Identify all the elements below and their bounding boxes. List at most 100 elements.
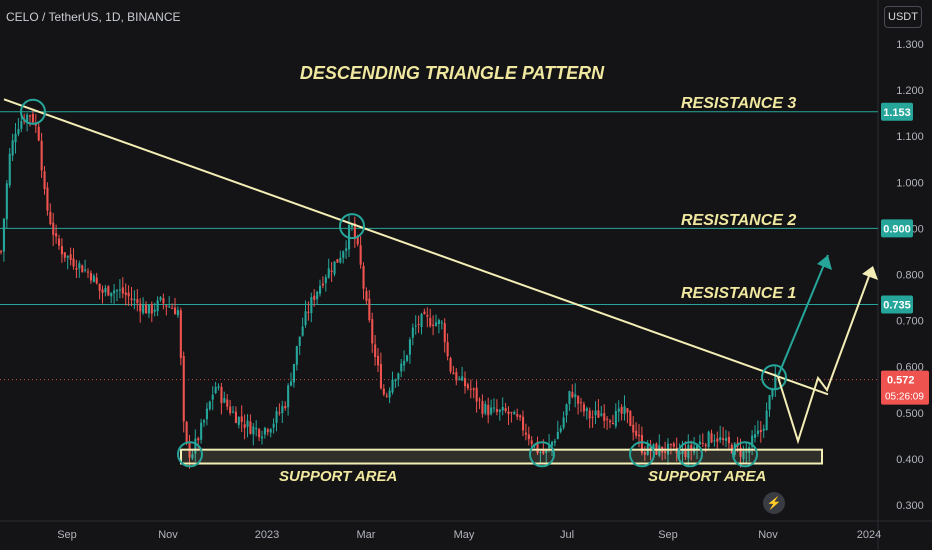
candle-body <box>211 394 214 400</box>
x-tick-label: Sep <box>57 529 77 541</box>
candle-body <box>382 388 385 395</box>
candle-body <box>707 431 710 448</box>
candle-body <box>522 416 525 431</box>
retest-arrow <box>777 267 873 445</box>
candle-body <box>461 376 464 381</box>
touch-point-circle <box>20 98 46 125</box>
candle-body <box>530 440 533 445</box>
candle-body <box>672 443 675 447</box>
candle-body <box>313 295 316 300</box>
candle-body <box>429 317 432 327</box>
candle-body <box>145 304 148 314</box>
candle-body <box>606 418 609 420</box>
candle-body <box>147 304 150 314</box>
candle-body <box>185 421 188 443</box>
candle-body <box>234 411 237 424</box>
candle-body <box>298 336 301 346</box>
candle-body <box>223 397 226 403</box>
candle-body <box>26 114 29 123</box>
candle-body <box>551 441 554 446</box>
candle-body <box>287 385 290 408</box>
candle-body <box>49 211 52 224</box>
candle-body <box>597 410 600 418</box>
candle-body <box>394 379 397 382</box>
level-price-text: 0.735 <box>883 299 911 311</box>
x-tick-label: Jul <box>560 529 574 541</box>
candle-body <box>40 140 43 171</box>
candle-body <box>292 363 295 383</box>
candle-body <box>591 416 594 418</box>
candle-body <box>426 315 429 317</box>
candle-body <box>263 427 266 435</box>
y-tick-label: 0.400 <box>896 454 924 466</box>
candle-body <box>72 258 75 267</box>
y-tick-label: 0.800 <box>896 270 924 282</box>
candle-body <box>443 323 446 343</box>
candle-body <box>104 287 107 293</box>
candle-body <box>356 237 359 245</box>
candle-body <box>284 406 287 409</box>
pattern-title: DESCENDING TRIANGLE PATTERN <box>300 63 605 83</box>
candle-body <box>501 406 504 411</box>
candle-body <box>385 395 388 397</box>
candle-body <box>725 438 728 441</box>
candle-body <box>704 444 707 447</box>
candle-body <box>745 450 748 453</box>
candle-body <box>490 407 493 415</box>
candle-body <box>29 115 32 117</box>
candle-body <box>174 307 177 315</box>
candle-body <box>89 272 92 281</box>
candle-body <box>197 438 200 441</box>
current-price-text: 0.572 <box>887 375 915 387</box>
candle-body <box>713 440 716 442</box>
candle-body <box>66 256 69 258</box>
candle-body <box>571 392 574 398</box>
candle-body <box>493 407 496 409</box>
candle-body <box>458 378 461 380</box>
candle-body <box>643 452 646 455</box>
candle-body <box>200 422 203 440</box>
x-tick-label: Nov <box>158 529 178 541</box>
candle-body <box>92 275 95 283</box>
candle-body <box>577 396 580 404</box>
candle-body <box>379 363 382 389</box>
candle-body <box>516 414 519 417</box>
lightning-icon[interactable]: ⚡ <box>763 492 785 514</box>
touch-point-circle <box>529 441 555 468</box>
candle-body <box>423 311 426 315</box>
touch-point-circle <box>761 364 787 391</box>
candle-body <box>414 325 417 327</box>
breakout-arrowhead <box>817 255 832 270</box>
candle-body <box>362 265 365 289</box>
y-tick-label: 1.100 <box>896 131 924 143</box>
candle-body <box>469 388 472 390</box>
candle-body <box>408 339 411 355</box>
candle-body <box>60 246 63 255</box>
candle-body <box>278 412 281 414</box>
support-zone <box>180 448 823 465</box>
candle-body <box>690 444 693 451</box>
symbol-info[interactable]: CELO / TetherUS, 1D, BINANCE <box>6 10 181 24</box>
candle-body <box>46 187 49 211</box>
candle-body <box>504 408 507 412</box>
candle-body <box>475 387 478 402</box>
candle-body <box>124 292 127 295</box>
candle-body <box>762 428 765 431</box>
candle-body <box>603 413 606 421</box>
currency-button[interactable]: USDT <box>884 6 922 28</box>
candle-body <box>632 424 635 433</box>
candle-body <box>304 311 307 326</box>
candle-body <box>110 292 113 297</box>
candle-body <box>87 271 90 273</box>
candle-body <box>513 411 516 415</box>
candle-body <box>629 411 632 427</box>
x-tick-label: Mar <box>357 529 376 541</box>
candle-body <box>452 372 455 375</box>
candle-body <box>574 394 577 398</box>
candle-body <box>194 438 197 454</box>
candle-body <box>487 404 490 416</box>
candle-body <box>617 408 620 412</box>
candle-body <box>139 303 142 312</box>
candle-body <box>669 443 672 445</box>
